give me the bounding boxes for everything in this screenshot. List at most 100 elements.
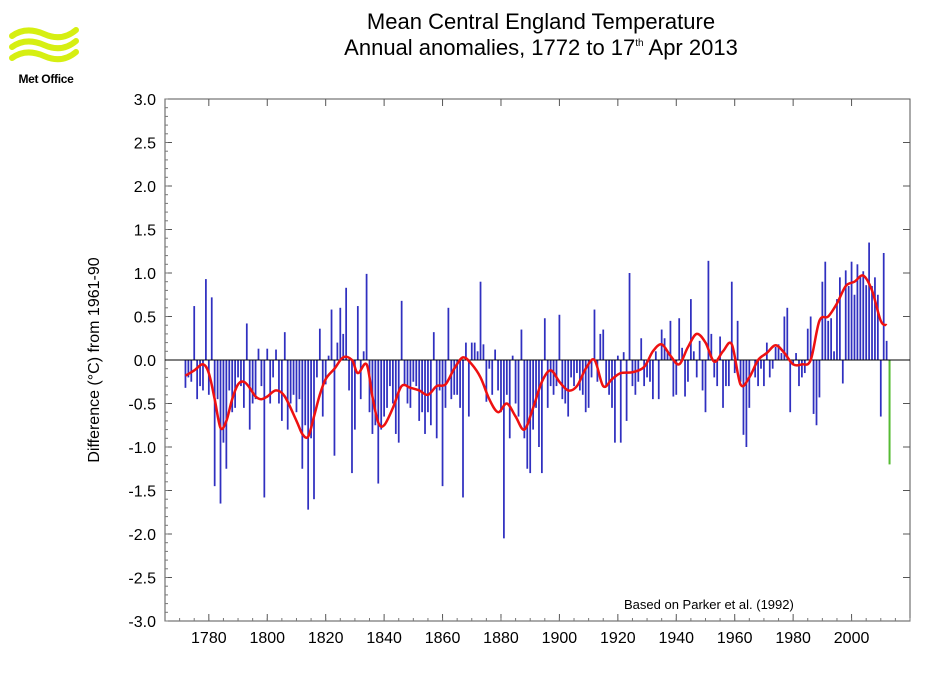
anomaly-bar [450, 360, 453, 400]
anomaly-bar [801, 360, 803, 378]
anomaly-bar [473, 342, 476, 360]
anomaly-bar [874, 277, 876, 360]
anomaly-bar [754, 360, 757, 378]
anomaly-bar [278, 360, 280, 404]
anomaly-bar [549, 360, 552, 387]
anomaly-bar [409, 360, 412, 408]
met-office-wave-icon [9, 27, 79, 63]
anomaly-bar [739, 360, 742, 382]
anomaly-bar [856, 264, 859, 360]
anomaly-bar [654, 351, 657, 360]
anomaly-bar [713, 360, 716, 378]
anomaly-bar [716, 360, 719, 387]
anomaly-bar [692, 351, 695, 360]
anomaly-bar [599, 333, 602, 360]
anomaly-bar [283, 332, 286, 360]
anomaly-bars [184, 242, 891, 539]
anomaly-bar [841, 360, 844, 384]
anomaly-bar [225, 360, 228, 469]
anomaly-bar [710, 333, 713, 360]
anomaly-bar [789, 360, 792, 413]
anomaly-bar [526, 360, 529, 469]
anomaly-bar [839, 277, 841, 360]
anomaly-bar [815, 360, 818, 426]
anomaly-bar [786, 307, 789, 360]
anomaly-bar [359, 360, 362, 400]
source-annotation: Based on Parker et al. (1992) [624, 597, 794, 612]
met-office-logo-text: Met Office [18, 72, 74, 86]
anomaly-bar [272, 360, 274, 378]
anomaly-bar [532, 360, 534, 430]
anomaly-bar [389, 360, 391, 387]
anomaly-bar [505, 360, 508, 395]
anomaly-bar [254, 360, 257, 400]
anomaly-bar [383, 360, 385, 417]
anomaly-bar [231, 360, 234, 413]
anomaly-bar [646, 360, 648, 378]
anomaly-bar [427, 360, 429, 413]
anomaly-bar [552, 360, 555, 395]
anomaly-bar [736, 320, 739, 360]
anomaly-bar [511, 355, 514, 360]
anomaly-bar [392, 360, 394, 404]
anomaly-bar [260, 360, 263, 387]
anomaly-bar [619, 360, 622, 443]
anomaly-bar [196, 360, 199, 400]
anomaly-bar [324, 360, 327, 385]
anomaly-bar [707, 260, 710, 360]
x-tick-label: 1920 [600, 630, 636, 647]
anomaly-bar [652, 360, 654, 400]
x-tick-label: 1980 [775, 630, 811, 647]
anomaly-bar [850, 261, 853, 360]
anomaly-bar [219, 360, 222, 504]
x-tick-label: 1860 [425, 630, 461, 647]
y-tick-label: 3.0 [134, 92, 156, 109]
anomaly-bar [339, 307, 342, 360]
anomaly-bar [517, 360, 520, 417]
anomaly-bar [330, 309, 333, 360]
x-tick-label: 1800 [249, 630, 285, 647]
anomaly-bar [263, 360, 266, 498]
anomaly-bar [649, 360, 651, 382]
anomaly-bar [237, 360, 239, 378]
anomaly-bar [727, 360, 730, 387]
anomaly-bar [245, 323, 248, 360]
anomaly-bar [684, 360, 686, 397]
anomaly-bar [187, 360, 190, 378]
anomaly-bar [456, 360, 459, 395]
anomaly-bar [681, 347, 683, 360]
anomaly-bar [368, 360, 371, 413]
anomaly-bar [257, 348, 260, 360]
anomaly-bar [821, 281, 824, 360]
chart-title-line1: Mean Central England Temperature [367, 9, 715, 34]
anomaly-bar [400, 300, 403, 360]
anomaly-bar [768, 360, 771, 378]
anomaly-bar [280, 360, 283, 421]
anomaly-bar [625, 360, 628, 421]
anomaly-bar [783, 316, 786, 360]
anomaly-bar [590, 360, 593, 378]
anomaly-bar [818, 360, 821, 398]
smoothed-curve [184, 274, 888, 440]
anomaly-bar [269, 360, 272, 404]
chart-title-superscript: th [635, 38, 643, 49]
anomaly-bar [742, 360, 745, 435]
anomaly-bar [386, 360, 388, 408]
anomaly-bar [868, 242, 870, 360]
anomaly-bar [719, 336, 721, 360]
anomaly-bar [213, 360, 216, 487]
anomaly-bar [704, 360, 707, 413]
anomaly-bar [763, 360, 765, 387]
anomaly-bar [546, 360, 549, 408]
anomaly-bar [415, 360, 418, 387]
anomaly-bar [567, 360, 570, 417]
anomaly-bar [882, 252, 885, 360]
anomaly-bar [348, 360, 350, 391]
anomaly-bar [354, 360, 356, 430]
anomaly-bar [222, 360, 225, 443]
chart-title-line2-prefix: Annual anomalies, 1772 to 17 [344, 35, 635, 60]
anomaly-bar [488, 360, 491, 369]
y-axis: 3.0 2.5 2.0 1.5 1.0 0.5 0.0 -0.5 -1.0 -1.5 -2.0 -2.… [128, 92, 910, 631]
anomaly-bar [859, 275, 862, 360]
anomaly-bar [228, 360, 231, 391]
